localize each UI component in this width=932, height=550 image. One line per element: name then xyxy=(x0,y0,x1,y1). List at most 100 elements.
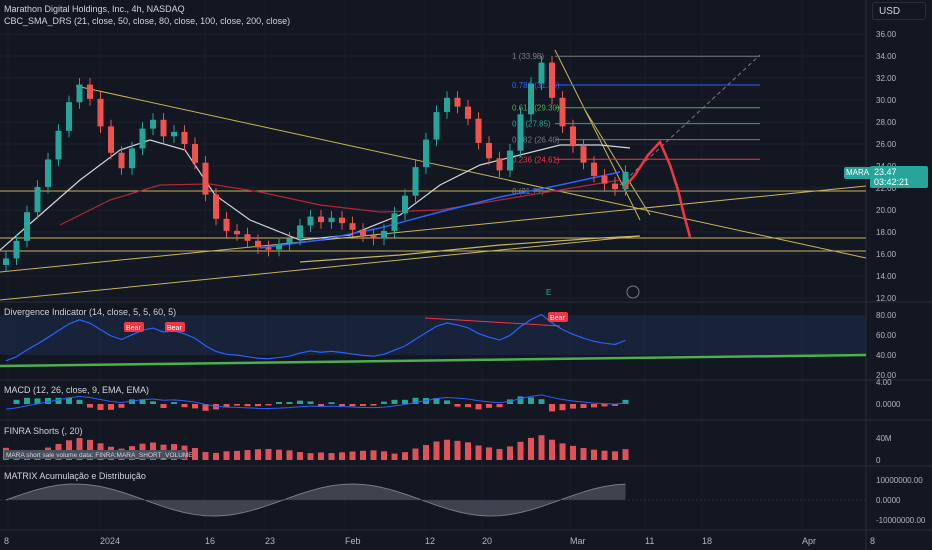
macd-histogram-bar xyxy=(307,401,314,404)
ticker-tag: MARA xyxy=(844,167,872,179)
macd-histogram-bar xyxy=(528,397,534,404)
fib-level-label: 0.5 (27.85) xyxy=(512,120,551,129)
finra-bar xyxy=(402,452,408,460)
sma-indicator-label[interactable]: CBC_SMA_DRS (21, close, 50, close, 80, c… xyxy=(4,16,291,26)
macd-histogram-bar xyxy=(202,404,209,411)
price-axis[interactable]: 36.0034.0032.0030.0028.0026.0024.0022.00… xyxy=(876,30,926,525)
candle-body xyxy=(381,230,387,239)
matrix-tick-label: -10000000.00 xyxy=(876,516,926,525)
projection-drawing: E xyxy=(546,139,692,299)
candle-body xyxy=(276,244,282,250)
candle-body xyxy=(244,234,251,241)
finra-bar xyxy=(528,437,534,460)
macd-histogram-bar xyxy=(55,397,62,404)
macd-histogram-bar xyxy=(465,404,471,408)
finra-bar xyxy=(202,452,209,460)
macd-histogram-bar xyxy=(234,404,240,406)
last-price-badge: 23.47 03:42:21 xyxy=(870,166,928,188)
time-tick-label: 12 xyxy=(425,536,435,546)
macd-histogram-bar xyxy=(391,399,398,404)
candle-body xyxy=(402,195,408,214)
finra-label[interactable]: FINRA Shorts (, 20) xyxy=(4,426,83,436)
time-tick-label: 16 xyxy=(205,536,215,546)
finra-bar xyxy=(549,439,555,460)
macd-histogram-bar xyxy=(580,404,587,408)
time-tick-label: 2024 xyxy=(100,536,120,546)
macd-histogram-bar xyxy=(87,404,93,408)
candle-body xyxy=(549,62,555,98)
price-tick-label: 18.00 xyxy=(876,228,897,237)
candle-body xyxy=(234,230,240,235)
finra-bar xyxy=(307,453,314,460)
macd-histogram-bar xyxy=(517,396,524,404)
fib-level-label: 1 (33.98) xyxy=(512,52,544,61)
macd-histogram-bar xyxy=(370,404,377,406)
candle-body xyxy=(76,84,83,103)
macd-histogram-bar xyxy=(318,404,324,406)
candle-body xyxy=(486,142,492,159)
macd-pane xyxy=(5,394,629,412)
candle-body xyxy=(223,218,230,231)
rsi-baseline xyxy=(0,353,867,368)
macd-histogram-bar xyxy=(423,398,429,404)
matrix-label[interactable]: MATRIX Acumulação e Distribuição xyxy=(4,471,146,481)
bear-tag xyxy=(165,322,185,332)
rsi-line xyxy=(5,313,626,362)
candle-body xyxy=(297,225,303,239)
macd-histogram-bar xyxy=(118,404,125,408)
candle-body xyxy=(475,118,482,143)
macd-histogram-bar xyxy=(412,397,419,404)
finra-bar xyxy=(381,451,387,460)
time-tick-label: Mar xyxy=(570,536,586,546)
candle-body xyxy=(3,258,9,265)
rsi-tick-label: 20.00 xyxy=(876,371,897,380)
bear-divergence-line xyxy=(424,317,561,327)
candle-body xyxy=(570,126,576,147)
candle-body xyxy=(559,97,566,127)
finra-bar xyxy=(286,450,293,460)
finra-bar xyxy=(87,439,93,460)
finra-pane: MARA short sale volume data: FINRA:MARA_… xyxy=(3,435,629,460)
candle-body xyxy=(412,167,419,196)
finra-bar xyxy=(192,447,198,460)
finra-tick-label: 40M xyxy=(876,434,892,443)
candle-body xyxy=(538,62,545,84)
macd-histogram-bar xyxy=(13,399,20,404)
currency-button[interactable]: USD xyxy=(872,2,926,20)
divergence-indicator-label[interactable]: Divergence Indicator (14, close, 5, 5, 6… xyxy=(4,307,177,317)
finra-bar xyxy=(255,449,261,460)
macd-histogram-bar xyxy=(45,398,51,404)
candle-body xyxy=(202,162,209,195)
macd-histogram-bar xyxy=(328,402,335,404)
time-axis[interactable]: 8 2024 16 23 Feb 12 20 Mar 11 18 Apr 8 xyxy=(4,536,875,546)
macd-histogram-bar xyxy=(297,400,303,404)
finra-bar xyxy=(454,440,461,460)
finra-bar xyxy=(444,439,450,460)
sma-red xyxy=(59,179,621,226)
candle-body xyxy=(360,229,366,236)
rsi-band xyxy=(0,315,866,355)
finra-bar xyxy=(370,450,377,460)
finra-bar xyxy=(486,447,492,460)
candle-body xyxy=(97,98,104,127)
macd-histogram-bar xyxy=(559,404,566,411)
candle-body xyxy=(328,217,335,223)
candle-body xyxy=(118,152,125,169)
candle-body xyxy=(181,131,188,144)
macd-histogram-bar xyxy=(591,404,597,408)
finra-bar xyxy=(538,435,545,460)
candle-body xyxy=(528,83,534,115)
macd-histogram-bar xyxy=(475,404,482,410)
sma-gold xyxy=(299,235,641,263)
bear-tag-label: Bear xyxy=(167,325,182,332)
bear-tag-label: Bear xyxy=(126,325,141,332)
rsi-tick-label: 60.00 xyxy=(876,331,897,340)
macd-histogram-bar xyxy=(444,400,450,404)
trendline xyxy=(75,85,867,259)
finra-bar xyxy=(570,445,576,460)
price-tick-label: 16.00 xyxy=(876,250,897,259)
macd-label[interactable]: MACD (12, 26, close, 9, EMA, EMA) xyxy=(4,385,150,395)
candle-body xyxy=(150,119,156,129)
bear-tag xyxy=(124,322,144,332)
